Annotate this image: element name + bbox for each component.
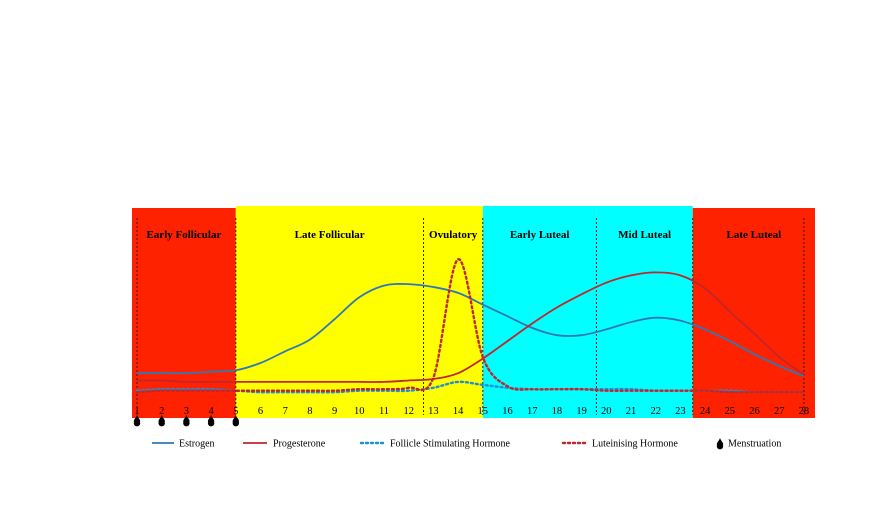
phase-bands [132,206,815,418]
x-axis: 1 2 3 4 5 6 7 8 9 10 11 12 13 14 15 16 17 18 19 20 21 22 23 24 2… [134,406,809,417]
menstruation-drop [133,415,141,427]
phase-labels: Early Follicular Late Follicular Ovulatory… [146,229,781,241]
phase-band-early-follicular [132,208,236,418]
menstruation-drop [232,415,240,427]
plot-series [135,258,806,394]
x-tick-label: 15 [478,406,489,417]
x-tick-label: 21 [626,406,637,417]
x-tick-label: 24 [700,406,711,417]
legend-label-progesterone: Progesterone [273,439,326,450]
legend: Estrogen Progesterone Follicle Stimulating… [152,438,781,450]
x-tick-label: 27 [774,406,785,417]
phase-label-late-luteal: Late Luteal [727,229,782,241]
legend-label-luteinising-hormone: Luteinising Hormone [592,439,678,450]
phase-label-early-luteal: Early Luteal [510,229,570,241]
x-tick-label: 22 [650,406,661,417]
phase-label-ovulatory: Ovulatory [429,229,478,241]
menstruation-drop [207,415,215,427]
legend-label-follicle-stimulating-hormone: Follicle Stimulating Hormone [390,439,511,450]
x-tick-label: 1 [134,406,139,417]
phase-label-early-follicular: Early Follicular [146,229,221,241]
phase-band-mid-luteal [596,206,693,418]
menstruation-markers [133,415,240,427]
x-tick-label: 18 [552,406,563,417]
x-tick-label: 28 [799,406,810,417]
x-tick-label: 4 [208,406,214,417]
x-tick-label: 6 [258,406,263,417]
x-tick-label: 2 [159,406,164,417]
legend-label-menstruation: Menstruation [728,439,781,450]
phase-label-late-follicular: Late Follicular [295,229,365,241]
x-tick-label: 16 [502,406,513,417]
series-line-luteinising-hormone [135,258,806,394]
x-tick-label: 7 [283,406,288,417]
x-tick-label: 19 [576,406,587,417]
menstruation-drop [158,415,165,427]
x-tick-label: 25 [725,406,736,417]
x-tick-label: 17 [527,406,538,417]
x-tick-label: 3 [184,406,189,417]
legend-drop-icon [716,438,724,450]
phase-label-mid-luteal: Mid Luteal [618,229,671,241]
phase-band-late-luteal [692,208,815,418]
x-tick-label: 10 [354,406,365,417]
x-tick-label: 9 [332,406,337,417]
x-tick-label: 11 [379,406,389,417]
menstruation-drop [183,415,190,427]
x-tick-label: 26 [749,406,760,417]
legend-label-estrogen: Estrogen [179,439,215,450]
x-tick-label: 23 [675,406,686,417]
x-tick-label: 20 [601,406,612,417]
x-tick-label: 8 [307,406,312,417]
x-tick-label: 12 [403,406,414,417]
x-tick-label: 14 [453,406,464,417]
x-tick-label: 13 [428,406,439,417]
series-line-progesterone [136,271,805,383]
phase-dividers [136,218,805,415]
x-tick-label: 5 [233,406,238,417]
